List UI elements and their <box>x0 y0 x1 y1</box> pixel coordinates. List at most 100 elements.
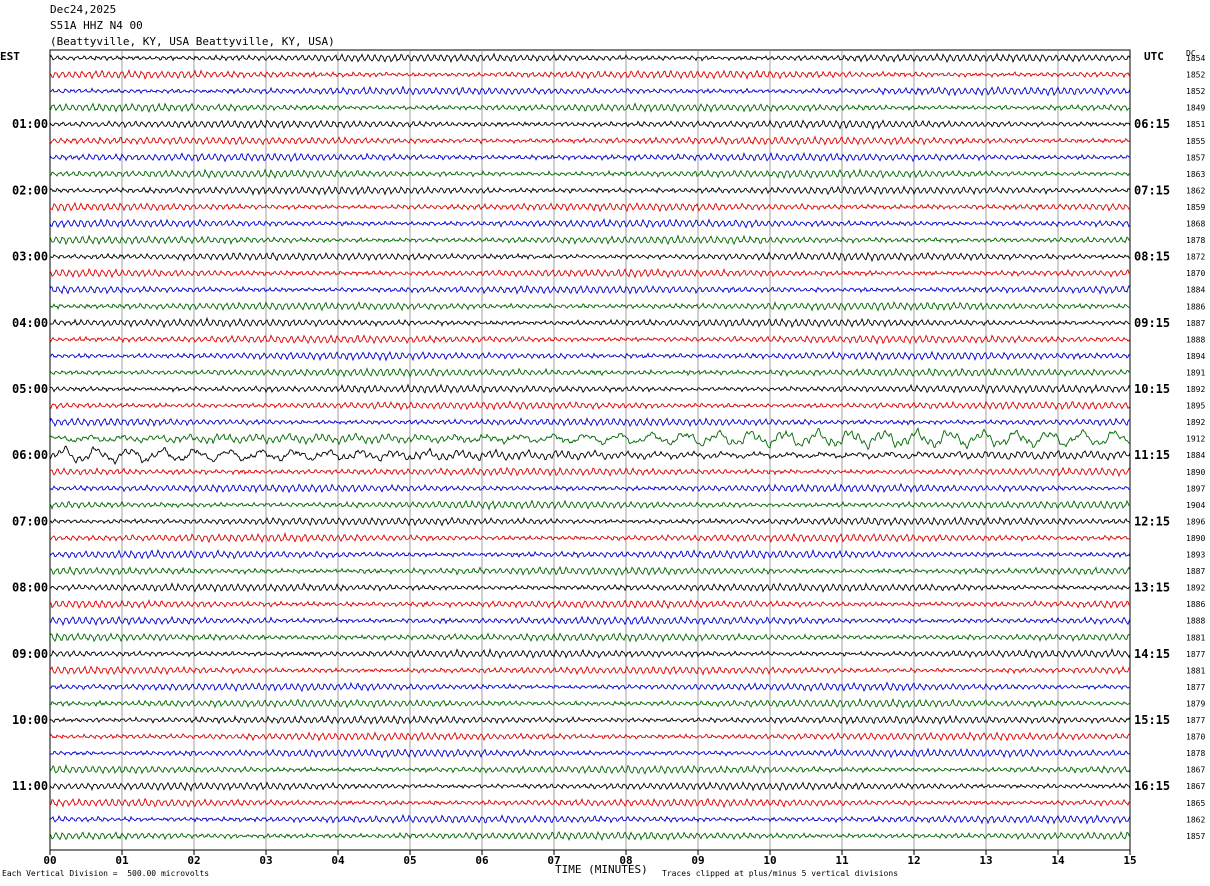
x-tick-label: 09 <box>691 854 704 867</box>
seismic-trace <box>49 714 1131 725</box>
seismic-trace <box>49 152 1131 163</box>
x-tick-label: 08 <box>619 854 632 867</box>
dc-offset-label: 1859 <box>1186 203 1205 212</box>
est-hour-label: 11:00 <box>12 779 48 793</box>
seismic-trace <box>49 763 1131 775</box>
dc-offset-label: 1855 <box>1186 137 1205 146</box>
station-label: S51A HHZ N4 00 <box>50 19 143 32</box>
dc-offset-label: 1852 <box>1186 87 1205 96</box>
x-tick-label: 06 <box>475 854 489 867</box>
utc-hour-label: 12:15 <box>1134 514 1170 528</box>
seismic-trace <box>49 367 1131 378</box>
est-hour-label: 09:00 <box>12 647 48 661</box>
utc-axis-label: UTC <box>1144 50 1164 63</box>
dc-offset-label: 1886 <box>1186 302 1205 311</box>
x-tick-label: 03 <box>259 854 272 867</box>
est-hour-label: 07:00 <box>12 514 48 528</box>
seismic-trace <box>49 445 1131 466</box>
seismic-trace <box>49 615 1131 627</box>
utc-hour-label: 06:15 <box>1134 117 1170 131</box>
dc-offset-label: 1854 <box>1186 54 1205 63</box>
x-tick-label: 10 <box>763 854 776 867</box>
dc-offset-label: 1912 <box>1186 435 1205 444</box>
dc-offset-label: 1867 <box>1186 782 1205 791</box>
seismic-trace <box>49 85 1131 97</box>
dc-offset-label: 1852 <box>1186 71 1205 80</box>
seismic-trace <box>49 665 1131 676</box>
utc-hour-label: 09:15 <box>1134 316 1170 330</box>
x-tick-label: 01 <box>115 854 129 867</box>
dc-offset-label: 1851 <box>1186 120 1205 129</box>
dc-offset-label: 1881 <box>1186 666 1205 675</box>
seismic-trace <box>49 747 1131 759</box>
dc-offset-label: 1884 <box>1186 451 1205 460</box>
seismic-trace <box>49 781 1131 792</box>
seismic-trace <box>49 647 1131 659</box>
seismic-trace <box>49 830 1131 842</box>
dc-offset-label: 1878 <box>1186 749 1205 758</box>
seismic-trace <box>49 565 1131 577</box>
seismic-trace <box>49 284 1131 295</box>
seismic-trace <box>49 516 1131 527</box>
dc-offset-label: 1877 <box>1186 716 1205 725</box>
dc-offset-label: 1888 <box>1186 335 1205 344</box>
est-hour-label: 03:00 <box>12 250 48 264</box>
utc-hour-label: 15:15 <box>1134 713 1170 727</box>
seismic-trace <box>49 681 1131 693</box>
dc-offset-label: 1872 <box>1186 253 1205 262</box>
dc-offset-label: 1892 <box>1186 584 1205 593</box>
dc-offset-label: 1904 <box>1186 501 1205 510</box>
seismic-trace <box>49 813 1131 825</box>
utc-hour-label: 16:15 <box>1134 779 1170 793</box>
seismic-trace <box>49 427 1131 451</box>
dc-offset-label: 1863 <box>1186 170 1205 179</box>
dc-offset-label: 1849 <box>1186 104 1205 113</box>
dc-offset-label: 1887 <box>1186 319 1205 328</box>
seismic-trace <box>49 531 1131 544</box>
dc-offset-label: 1887 <box>1186 567 1205 576</box>
dc-offset-label: 1878 <box>1186 236 1205 245</box>
x-tick-label: 13 <box>979 854 992 867</box>
dc-offset-label: 1888 <box>1186 617 1205 626</box>
est-hour-label: 06:00 <box>12 448 48 462</box>
x-tick-label: 02 <box>187 854 200 867</box>
x-tick-label: 05 <box>403 854 416 867</box>
seismic-trace <box>49 383 1131 395</box>
est-hour-label: 05:00 <box>12 382 48 396</box>
seismic-trace <box>49 102 1131 114</box>
scale-note: Each Vertical Division = 500.00 microvol… <box>2 869 210 878</box>
x-tick-label: 07 <box>547 854 560 867</box>
seismic-trace <box>49 499 1131 511</box>
dc-offset-label: 1894 <box>1186 352 1205 361</box>
seismic-trace <box>49 52 1131 64</box>
seismic-trace <box>49 251 1131 263</box>
seismic-trace <box>49 168 1131 180</box>
seismic-trace <box>49 400 1131 411</box>
seismic-trace <box>49 135 1131 146</box>
dc-offset-label: 1892 <box>1186 385 1205 394</box>
dc-offset-label: 1857 <box>1186 153 1205 162</box>
utc-hour-label: 10:15 <box>1134 382 1170 396</box>
seismic-trace <box>49 334 1131 346</box>
seismic-trace <box>49 234 1131 246</box>
seismic-trace <box>49 185 1131 196</box>
seismic-trace <box>49 267 1131 279</box>
dc-offset-label: 1879 <box>1186 699 1205 708</box>
dc-offset-label: 1877 <box>1186 650 1205 659</box>
utc-hour-label: 08:15 <box>1134 250 1170 264</box>
utc-hour-label: 13:15 <box>1134 581 1170 595</box>
dc-offset-label: 1865 <box>1186 799 1205 808</box>
location-label: (Beattyville, KY, USA Beattyville, KY, U… <box>50 35 335 48</box>
dc-label: DC <box>1186 49 1196 58</box>
seismic-trace <box>49 731 1131 742</box>
dc-offset-label: 1857 <box>1186 832 1205 841</box>
seismic-trace <box>49 218 1131 229</box>
dc-offset-label: 1892 <box>1186 418 1205 427</box>
seismic-trace <box>49 416 1131 428</box>
seismic-trace <box>49 632 1131 643</box>
dc-offset-label: 1870 <box>1186 733 1205 742</box>
utc-hour-label: 11:15 <box>1134 448 1170 462</box>
x-tick-label: 15 <box>1123 854 1136 867</box>
plot-frame <box>49 49 1131 851</box>
